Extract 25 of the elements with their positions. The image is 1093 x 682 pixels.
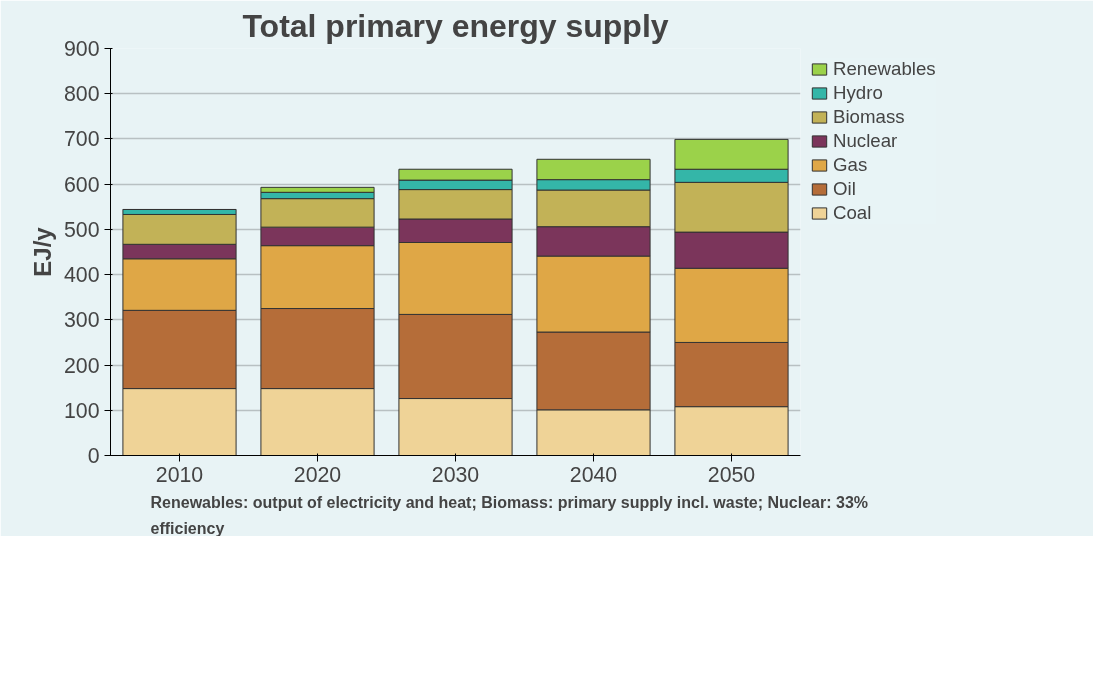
y-tick-label: 0 bbox=[87, 444, 100, 468]
legend-label: Nuclear bbox=[833, 130, 898, 152]
y-tick-label: 700 bbox=[63, 127, 100, 152]
text: Renewables: output of electricity and heat; Biomass: primary supply incl. waste; Nuclear: 33% efficiency bbox=[150, 493, 869, 537]
y-tick-label: 600 bbox=[63, 172, 100, 197]
y-tick-label: 300 bbox=[63, 308, 100, 333]
legend-label: Oil bbox=[833, 178, 856, 200]
x-tick-label: 2030 bbox=[431, 462, 480, 487]
x-tick-label: 2020 bbox=[293, 462, 342, 487]
x-tick-label: 2050 bbox=[707, 462, 756, 487]
y-tick-label: 500 bbox=[63, 217, 100, 242]
legend-label: Renewables bbox=[833, 58, 936, 80]
y-tick-label: 400 bbox=[63, 263, 100, 288]
y-tick-label: 100 bbox=[63, 398, 100, 423]
y-tick-label: 800 bbox=[63, 82, 100, 107]
y-axis-title: EJ/y bbox=[28, 226, 56, 277]
legend-label: Coal bbox=[833, 202, 872, 224]
chart-title: Total primary energy supply bbox=[242, 7, 669, 44]
x-tick-label: 2040 bbox=[569, 462, 618, 487]
y-tick-label: 900 bbox=[63, 37, 100, 61]
legend-label: Hydro bbox=[833, 82, 883, 104]
legend-label: Gas bbox=[833, 154, 868, 176]
legend-label: Biomass bbox=[833, 106, 905, 128]
x-tick-label: 2010 bbox=[155, 462, 204, 487]
y-tick-label: 200 bbox=[63, 353, 100, 378]
